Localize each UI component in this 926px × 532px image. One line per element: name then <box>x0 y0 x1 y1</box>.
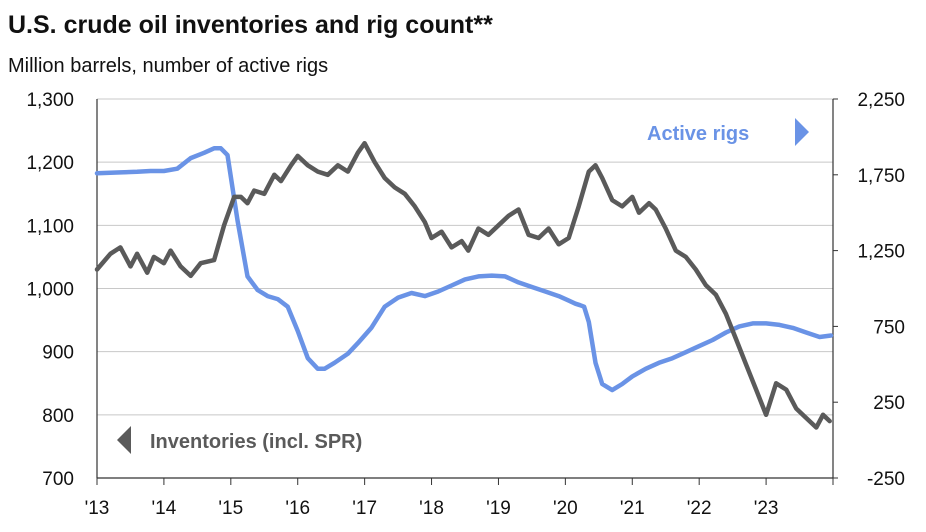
left-tick-label: 1,100 <box>26 216 74 237</box>
left-tick-label: 700 <box>42 469 74 490</box>
left-axis: 1,300 1,200 1,100 1,000 900 800 700 <box>26 90 74 490</box>
left-tick-label: 1,000 <box>26 280 74 301</box>
series-lines <box>94 140 834 430</box>
x-tick-label: '14 <box>152 498 177 519</box>
right-axis: 2,250 1,750 1,250 750 250 -250 <box>833 90 905 490</box>
right-tick-label: -250 <box>867 469 905 490</box>
x-tick-label: '19 <box>486 498 511 519</box>
x-tick-label: '13 <box>85 498 110 519</box>
legend-right-arrow-icon <box>795 118 809 146</box>
left-tick-label: 800 <box>42 406 74 427</box>
left-tick-label: 1,300 <box>26 90 74 111</box>
gridlines <box>97 98 833 416</box>
inventories-line <box>94 140 832 430</box>
x-tick-label: '20 <box>553 498 578 519</box>
legend-inventories: Inventories (incl. SPR) <box>117 426 362 454</box>
legend-active-rigs: Active rigs <box>647 118 809 146</box>
x-tick-label: '23 <box>754 498 779 519</box>
right-tick-label: 250 <box>873 393 905 414</box>
x-tick-label: '15 <box>218 498 243 519</box>
left-tick-label: 900 <box>42 343 74 364</box>
x-tick-label: '22 <box>687 498 712 519</box>
right-tick-label: 2,250 <box>857 90 905 111</box>
x-tick-label: '21 <box>620 498 645 519</box>
right-tick-label: 1,250 <box>857 242 905 263</box>
left-tick-label: 1,200 <box>26 153 74 174</box>
x-tick-label: '16 <box>285 498 310 519</box>
right-tick-label: 750 <box>873 317 905 338</box>
legend-active-rigs-label: Active rigs <box>647 123 749 145</box>
active-rigs-line <box>94 146 834 393</box>
x-axis: '13 '14 '15 '16 '17 '18 '19 '20 '21 '22 '23 <box>85 478 834 519</box>
plot-frame <box>96 99 834 479</box>
chart-title: U.S. crude oil inventories and rig count… <box>8 11 493 39</box>
legend-left-arrow-icon <box>117 426 131 454</box>
right-tick-label: 1,750 <box>857 166 905 187</box>
x-tick-label: '17 <box>352 498 377 519</box>
legend-inventories-label: Inventories (incl. SPR) <box>150 431 362 453</box>
chart-subtitle: Million barrels, number of active rigs <box>8 55 328 77</box>
x-tick-label: '18 <box>419 498 444 519</box>
